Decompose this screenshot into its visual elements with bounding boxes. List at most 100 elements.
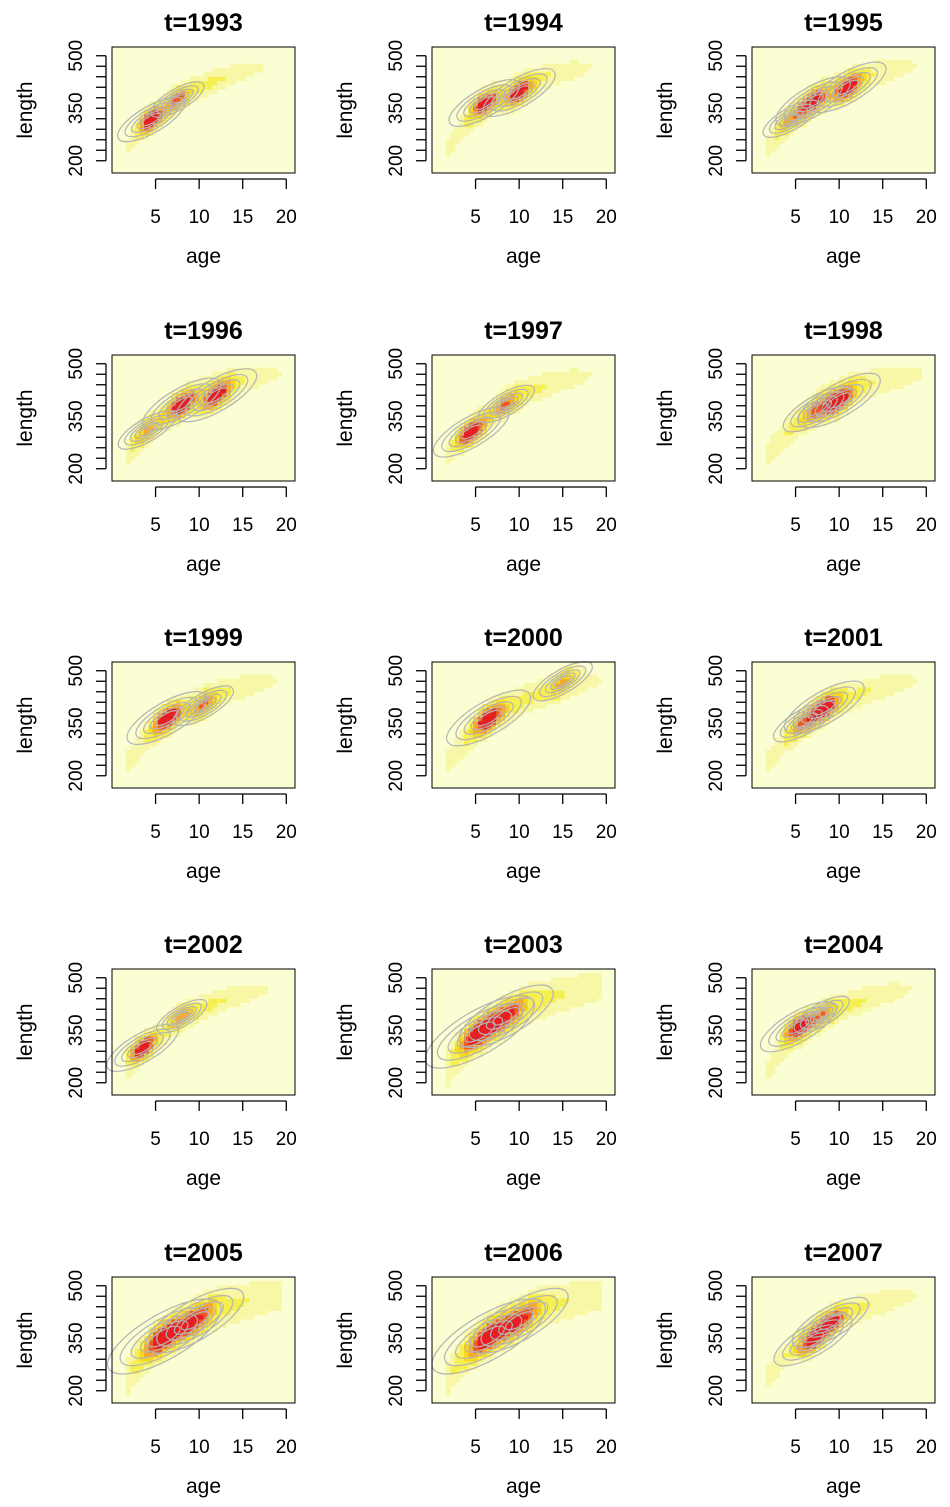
heat-cell (212, 708, 218, 713)
heat-cell (240, 691, 246, 696)
heat-cell (125, 758, 131, 764)
heat-cell (139, 1044, 145, 1050)
contour-line (504, 1311, 534, 1331)
heat-cell (564, 1006, 570, 1012)
heat-cell (569, 1314, 575, 1320)
contour-line (827, 392, 852, 409)
heat-cell (244, 1306, 250, 1311)
contour-line (204, 387, 229, 404)
heat-cell (194, 93, 200, 98)
contour-line (192, 379, 241, 412)
heat-cell (459, 1340, 465, 1345)
heat-cell (802, 1036, 808, 1041)
heat-cell (500, 105, 506, 111)
heat-cell (153, 737, 159, 743)
heat-cell (134, 443, 140, 448)
heat-cell (203, 405, 209, 410)
contour-line (463, 701, 514, 735)
heat-cell (834, 89, 840, 94)
heat-cell (528, 699, 534, 705)
y-tick-label: 500 (706, 962, 727, 994)
heat-cell (459, 126, 465, 132)
heat-cell (226, 699, 232, 705)
heat-cell (139, 1356, 145, 1362)
contour-line (121, 1033, 164, 1063)
heat-cell (532, 1006, 538, 1012)
heat-cell (212, 392, 218, 398)
heat-cell (797, 712, 803, 717)
heat-cell (230, 80, 236, 86)
heat-cell (491, 1027, 497, 1033)
heat-cell (852, 388, 858, 394)
heat-cell (582, 678, 588, 684)
heat-cell (852, 380, 858, 385)
heat-cell (880, 1298, 886, 1303)
heat-cell (464, 131, 469, 136)
heat-cell (541, 1298, 547, 1303)
heat-cell (262, 376, 268, 381)
heat-cell (468, 746, 474, 751)
heat-cell (500, 418, 506, 423)
heat-cell (537, 380, 543, 385)
heat-cell (454, 447, 460, 452)
heat-cell (866, 68, 872, 73)
heat-cell (573, 981, 579, 987)
panel-title: t=2003 (484, 931, 563, 959)
heat-cell (203, 1015, 209, 1020)
heat-cell (139, 439, 145, 444)
x-tick-label: 15 (232, 515, 253, 536)
heat-cell (779, 1044, 785, 1050)
heat-cell (848, 371, 854, 377)
heat-cell (267, 1281, 273, 1286)
heat-cell (212, 397, 218, 402)
heat-cell (555, 1298, 561, 1303)
heat-cell (569, 985, 575, 991)
heat-cell (153, 729, 159, 734)
heat-cell (779, 1348, 785, 1353)
heat-cell (564, 1314, 570, 1320)
heat-cell (555, 1002, 561, 1008)
heat-cell (806, 1015, 812, 1020)
heat-cell (532, 384, 538, 389)
heat-cell (848, 1298, 854, 1303)
heat-cell (212, 998, 218, 1003)
heat-cell (537, 695, 543, 701)
heat-cell (889, 990, 895, 995)
contour-line (476, 709, 501, 727)
heat-cell (528, 1327, 534, 1332)
heat-cell (230, 1310, 236, 1316)
heat-cell (505, 704, 511, 709)
x-tick-label: 15 (872, 1129, 893, 1150)
heat-cell (226, 72, 232, 77)
heat-cell (198, 1006, 204, 1012)
heat-cell (459, 746, 465, 751)
heat-cell (779, 750, 785, 755)
heat-cell (208, 384, 214, 389)
heat-cell (162, 729, 168, 734)
heat-cell (889, 985, 895, 991)
heat-cell (468, 737, 474, 743)
heat-cell (829, 1011, 835, 1016)
heat-cell (573, 1289, 579, 1295)
heat-cell (134, 1344, 140, 1349)
heat-cell (806, 105, 812, 111)
heat-cell (144, 1348, 149, 1353)
heat-cell (491, 699, 497, 705)
heat-cell (857, 1298, 863, 1303)
contour-line (477, 997, 535, 1036)
heat-cell (573, 1293, 579, 1299)
heat-cell (148, 1352, 154, 1358)
heat-cell (486, 1335, 492, 1341)
heat-cell (532, 985, 538, 991)
heat-cell (125, 1365, 131, 1370)
heat-cell (811, 1340, 817, 1345)
heat-cell (244, 683, 250, 688)
heat-cell (857, 1302, 863, 1307)
heat-cell (198, 401, 204, 406)
heat-cell (217, 1289, 223, 1295)
heat-cell (884, 367, 890, 373)
heat-cell (788, 114, 794, 119)
heat-cell (226, 1289, 232, 1295)
